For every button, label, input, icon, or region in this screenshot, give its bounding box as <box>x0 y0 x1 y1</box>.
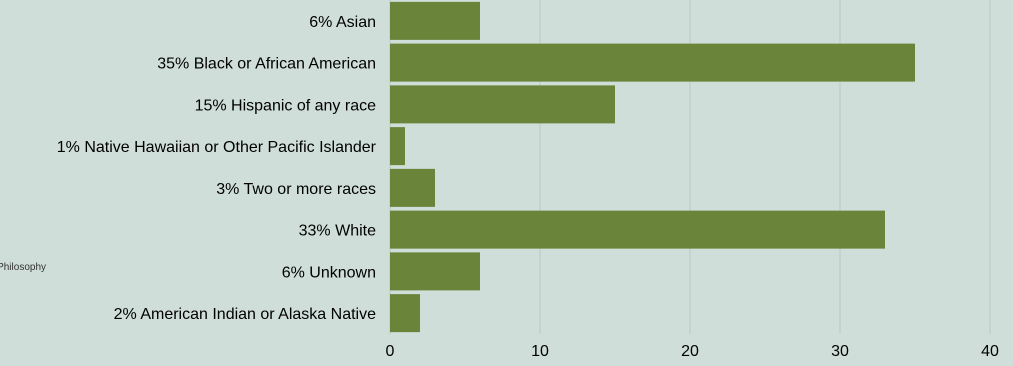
x-tick-label: 40 <box>981 343 999 360</box>
bar <box>390 168 435 207</box>
bar <box>390 127 405 166</box>
bar <box>390 1 480 40</box>
x-tick-label: 10 <box>531 343 549 360</box>
category-label: 3% Two or more races <box>216 181 376 198</box>
category-label: 6% Asian <box>309 14 376 31</box>
category-label: 33% White <box>299 223 376 240</box>
category-label: 15% Hispanic of any race <box>195 97 377 114</box>
category-label: 6% Unknown <box>282 264 376 281</box>
bars <box>390 1 915 333</box>
bar <box>390 252 480 291</box>
side-text: Philosophy <box>0 262 46 273</box>
category-label: 1% Native Hawaiian or Other Pacific Isla… <box>57 139 377 156</box>
category-label: 2% American Indian or Alaska Native <box>114 306 376 323</box>
category-labels: 6% Asian 35% Black or African American 15%… <box>57 14 377 323</box>
bar <box>390 85 615 124</box>
bar <box>390 43 915 82</box>
bar <box>390 294 420 333</box>
x-axis-tick-labels: 0 10 20 30 40 <box>386 343 999 360</box>
x-tick-label: 20 <box>681 343 699 360</box>
x-tick-label: 0 <box>386 343 395 360</box>
bar <box>390 210 885 249</box>
category-label: 35% Black or African American <box>157 56 376 73</box>
x-tick-label: 30 <box>831 343 849 360</box>
